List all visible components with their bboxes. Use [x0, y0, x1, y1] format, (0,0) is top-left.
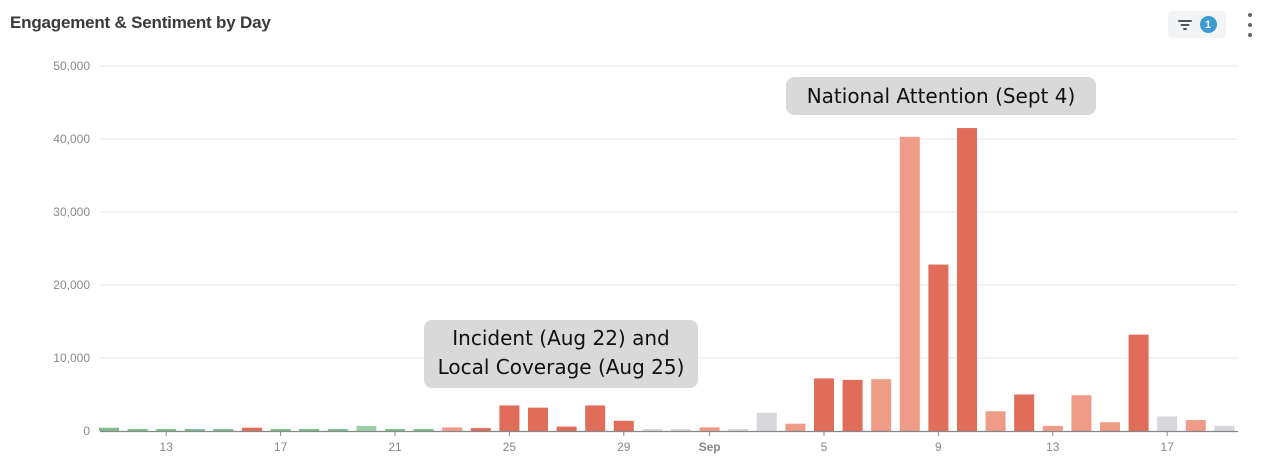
chart-title: Engagement & Sentiment by Day — [10, 13, 271, 32]
bar-aug-22[interactable] — [413, 429, 434, 431]
gridlines — [100, 65, 1238, 359]
x-tick-label: 29 — [617, 440, 631, 454]
bar-sep-11[interactable] — [985, 411, 1006, 431]
bar-aug-11[interactable] — [99, 427, 119, 431]
bar-sep-18[interactable] — [1185, 420, 1206, 431]
bar-sep-3[interactable] — [756, 412, 777, 431]
bar-aug-28[interactable] — [585, 405, 606, 431]
x-tick-label: 21 — [388, 440, 402, 454]
y-tick-label: 30,000 — [53, 205, 90, 219]
bar-sep-10[interactable] — [957, 128, 977, 432]
x-tick-label: 5 — [821, 440, 828, 454]
bar-sep-13[interactable] — [1042, 425, 1063, 431]
x-tick-label: 17 — [274, 440, 288, 454]
filter-button[interactable]: 1 — [1168, 11, 1226, 38]
x-tick-label: 17 — [1161, 440, 1175, 454]
bar-aug-12[interactable] — [127, 429, 148, 431]
bar-aug-15[interactable] — [213, 429, 234, 431]
bar-sep-19[interactable] — [1214, 425, 1235, 431]
bar-aug-18[interactable] — [299, 429, 320, 431]
y-tick-label: 0 — [83, 424, 90, 438]
bar-aug-21[interactable] — [385, 429, 405, 431]
bar-aug-23[interactable] — [442, 427, 463, 431]
more-options-icon[interactable] — [1243, 13, 1257, 37]
bar-aug-31[interactable] — [671, 429, 691, 431]
annotation-incident-local-coverage: Incident (Aug 22) and Local Coverage (Au… — [424, 320, 698, 388]
bar-sep-8[interactable] — [899, 136, 920, 431]
bar-sep-17[interactable] — [1157, 416, 1178, 431]
bar-sep-12[interactable] — [1014, 394, 1035, 432]
bar-sep-2[interactable] — [728, 429, 749, 431]
annotation-national-attention: National Attention (Sept 4) — [786, 77, 1096, 115]
y-tick-label: 10,000 — [53, 351, 90, 365]
bar-sep-4[interactable] — [785, 423, 806, 431]
bar-aug-14[interactable] — [184, 429, 205, 431]
bar-sep-16[interactable] — [1128, 334, 1149, 431]
bar-aug-17[interactable] — [270, 429, 291, 431]
bar-sep-1[interactable] — [699, 427, 720, 431]
bar-aug-19[interactable] — [327, 429, 348, 431]
y-axis-labels: 0 10,000 20,000 30,000 40,000 50,000 — [53, 59, 90, 438]
bar-aug-24[interactable] — [470, 428, 491, 431]
bar-aug-13[interactable] — [156, 429, 177, 431]
x-tick-label: 9 — [935, 440, 942, 454]
bar-aug-16[interactable] — [242, 427, 262, 431]
x-tick-label: 25 — [503, 440, 517, 454]
bar-sep-5[interactable] — [814, 378, 834, 431]
x-tick-label: Sep — [699, 440, 721, 454]
bar-aug-30[interactable] — [642, 429, 663, 431]
bar-sep-15[interactable] — [1100, 422, 1120, 431]
bar-sep-14[interactable] — [1071, 395, 1092, 431]
x-axis: 13 17 21 25 29 Sep 5 9 13 17 — [100, 430, 1238, 454]
x-tick-label: 13 — [160, 440, 174, 454]
bar-aug-20[interactable] — [356, 425, 377, 431]
bars — [99, 128, 1235, 432]
y-tick-label: 40,000 — [53, 132, 90, 146]
bar-aug-29[interactable] — [613, 420, 634, 431]
bar-sep-6[interactable] — [842, 379, 863, 431]
x-tick-label: 13 — [1046, 440, 1060, 454]
filter-icon — [1177, 19, 1192, 31]
bar-sep-7[interactable] — [871, 379, 892, 431]
bar-aug-25[interactable] — [499, 405, 520, 431]
bar-aug-26[interactable] — [528, 407, 548, 431]
bar-sep-9[interactable] — [928, 264, 949, 431]
bar-aug-27[interactable] — [556, 426, 577, 431]
y-tick-label: 20,000 — [53, 278, 90, 292]
y-tick-label: 50,000 — [53, 59, 90, 73]
filter-count-badge: 1 — [1199, 16, 1217, 33]
